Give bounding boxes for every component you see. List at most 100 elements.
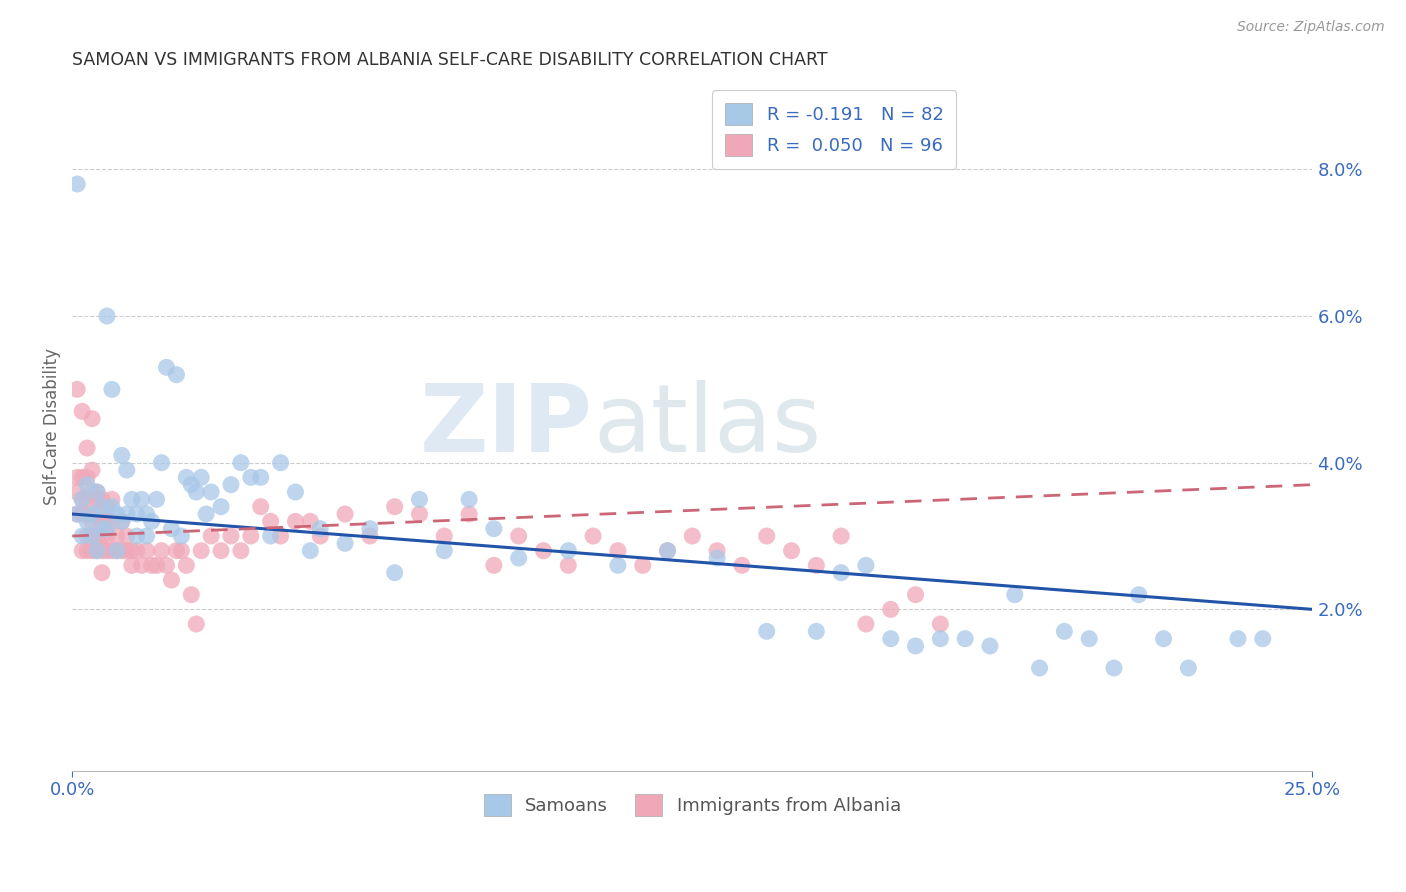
Point	[86, 485, 108, 500]
Text: ZIP: ZIP	[420, 380, 593, 472]
Point	[929, 617, 952, 632]
Point	[86, 543, 108, 558]
Point	[66, 382, 89, 396]
Point	[96, 543, 118, 558]
Point	[458, 492, 481, 507]
Point	[111, 514, 134, 528]
Point	[557, 543, 579, 558]
Point	[66, 485, 89, 500]
Point	[631, 558, 654, 573]
Point	[706, 543, 728, 558]
Point	[880, 632, 903, 646]
Point	[115, 543, 138, 558]
Point	[96, 309, 118, 323]
Point	[657, 543, 679, 558]
Point	[165, 368, 187, 382]
Point	[408, 507, 430, 521]
Point	[186, 485, 208, 500]
Point	[186, 617, 208, 632]
Point	[131, 558, 153, 573]
Point	[260, 514, 283, 528]
Point	[239, 529, 262, 543]
Point	[657, 543, 679, 558]
Point	[229, 543, 252, 558]
Point	[176, 558, 198, 573]
Point	[66, 507, 89, 521]
Point	[309, 529, 332, 543]
Point	[780, 543, 803, 558]
Point	[557, 558, 579, 573]
Point	[1028, 661, 1050, 675]
Point	[333, 507, 356, 521]
Point	[80, 507, 103, 521]
Point	[239, 470, 262, 484]
Y-axis label: Self-Care Disability: Self-Care Disability	[44, 348, 60, 505]
Point	[91, 543, 114, 558]
Point	[170, 543, 193, 558]
Point	[229, 456, 252, 470]
Point	[384, 566, 406, 580]
Point	[105, 543, 128, 558]
Point	[458, 507, 481, 521]
Point	[150, 456, 173, 470]
Point	[70, 470, 93, 484]
Point	[96, 529, 118, 543]
Point	[131, 492, 153, 507]
Point	[91, 492, 114, 507]
Point	[80, 543, 103, 558]
Point	[115, 463, 138, 477]
Point	[70, 492, 93, 507]
Point	[1251, 632, 1274, 646]
Point	[195, 507, 218, 521]
Point	[111, 514, 134, 528]
Point	[482, 522, 505, 536]
Point	[66, 507, 89, 521]
Point	[855, 617, 877, 632]
Point	[160, 573, 183, 587]
Point	[101, 514, 124, 528]
Point	[533, 543, 555, 558]
Point	[91, 500, 114, 514]
Point	[706, 551, 728, 566]
Point	[433, 543, 456, 558]
Point	[1177, 661, 1199, 675]
Point	[508, 551, 530, 566]
Point	[155, 360, 177, 375]
Point	[76, 543, 98, 558]
Point	[176, 470, 198, 484]
Point	[904, 588, 927, 602]
Point	[1004, 588, 1026, 602]
Point	[80, 411, 103, 425]
Point	[91, 566, 114, 580]
Point	[86, 543, 108, 558]
Point	[70, 492, 93, 507]
Point	[806, 624, 828, 639]
Point	[333, 536, 356, 550]
Point	[121, 492, 143, 507]
Point	[309, 522, 332, 536]
Point	[76, 507, 98, 521]
Point	[91, 529, 114, 543]
Text: SAMOAN VS IMMIGRANTS FROM ALBANIA SELF-CARE DISABILITY CORRELATION CHART: SAMOAN VS IMMIGRANTS FROM ALBANIA SELF-C…	[72, 51, 828, 69]
Point	[408, 492, 430, 507]
Point	[141, 558, 163, 573]
Point	[299, 543, 322, 558]
Point	[76, 492, 98, 507]
Point	[105, 543, 128, 558]
Point	[929, 632, 952, 646]
Point	[111, 543, 134, 558]
Point	[260, 529, 283, 543]
Point	[190, 470, 212, 484]
Point	[135, 543, 157, 558]
Point	[1128, 588, 1150, 602]
Point	[101, 500, 124, 514]
Point	[606, 558, 628, 573]
Point	[359, 522, 381, 536]
Point	[121, 543, 143, 558]
Point	[200, 485, 222, 500]
Point	[91, 522, 114, 536]
Point	[96, 500, 118, 514]
Point	[904, 639, 927, 653]
Point	[1102, 661, 1125, 675]
Point	[150, 543, 173, 558]
